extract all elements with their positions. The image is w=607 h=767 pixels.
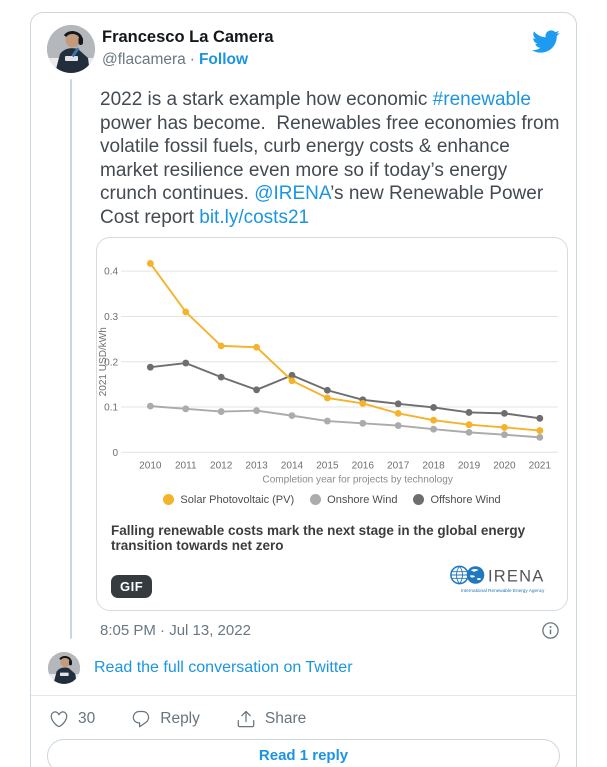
- tweet-text-segment: 2022 is a stark example how economic: [100, 89, 433, 110]
- svg-text:2017: 2017: [387, 460, 410, 471]
- tweet-text-segment: power has become. Renewables free econom…: [100, 89, 565, 205]
- svg-text:2015: 2015: [316, 460, 339, 471]
- reply-label: Reply: [160, 709, 200, 727]
- svg-text:2011: 2011: [175, 460, 197, 471]
- legend-label: Offshore Wind: [430, 493, 501, 506]
- svg-text:2016: 2016: [352, 460, 375, 471]
- divider: [31, 694, 576, 696]
- svg-text:0.3: 0.3: [104, 312, 118, 323]
- legend-dot: [413, 494, 425, 506]
- like-button[interactable]: 30: [49, 709, 95, 729]
- svg-text:2020: 2020: [493, 460, 516, 471]
- mention-irena-link[interactable]: @IRENA: [254, 183, 331, 204]
- user-handle[interactable]: @flacamera: [102, 51, 186, 68]
- legend-label: Solar Photovoltaic (PV): [180, 493, 295, 506]
- thread-connector-line: [70, 79, 72, 639]
- gif-badge[interactable]: GIF: [111, 574, 153, 598]
- avatar-image: [47, 25, 95, 73]
- avatar[interactable]: [47, 25, 95, 73]
- hashtag-renewable-link[interactable]: #renewable: [432, 89, 531, 110]
- legend-item: Offshore Wind: [413, 493, 501, 506]
- legend-dot: [163, 494, 175, 506]
- legend-label: Onshore Wind: [327, 493, 398, 506]
- tweet-content: 2022 is a stark example how economic #re…: [96, 88, 568, 640]
- media-footer: GIF IRENA International R: [97, 562, 567, 598]
- handle-row: @flacamera · Follow: [102, 49, 274, 70]
- display-name[interactable]: Francesco La Camera: [102, 28, 274, 46]
- svg-text:Completion year for projects b: Completion year for projects by technolo…: [262, 474, 452, 485]
- read-reply-button[interactable]: Read 1 reply: [47, 738, 560, 767]
- irena-globe-icon: [450, 565, 485, 584]
- avatar-image: [48, 651, 80, 684]
- svg-text:2010: 2010: [139, 460, 162, 471]
- conversation-row: Read the full conversation on Twitter: [47, 651, 560, 684]
- tweet-card: Francesco La Camera @flacamera · Follow 20…: [30, 12, 577, 767]
- legend-item: Onshore Wind: [310, 494, 397, 506]
- reply-button[interactable]: Reply: [131, 709, 200, 729]
- svg-text:0.1: 0.1: [104, 403, 118, 414]
- svg-text:2014: 2014: [281, 460, 304, 471]
- share-icon: [237, 710, 255, 727]
- svg-text:0.2: 0.2: [104, 357, 118, 368]
- follow-button[interactable]: Follow: [198, 51, 249, 68]
- reply-icon: [132, 710, 150, 727]
- meta-row: 8:05 PM · Jul 13, 2022: [100, 621, 560, 640]
- cost-chart: 0 0.1 0.2 0.3 0.4 2010 2011 2012 2013 2014 2015 201…: [98, 260, 558, 485]
- tweet-header: Francesco La Camera @flacamera · Follow: [47, 25, 560, 73]
- legend-dot: [310, 494, 322, 506]
- irena-logo: IRENA International Renewable Energy Age…: [447, 562, 555, 598]
- avatar-small[interactable]: [48, 651, 80, 684]
- media-card[interactable]: 0 0.1 0.2 0.3 0.4 2010 2011 2012 2013 2014 2015 201…: [96, 237, 568, 611]
- svg-text:2019: 2019: [458, 460, 481, 471]
- svg-text:2012: 2012: [210, 460, 233, 471]
- svg-text:2021: 2021: [529, 460, 552, 471]
- chart-legend: Solar Photovoltaic (PV) Onshore Wind Offsh…: [97, 494, 567, 506]
- legend-item: Solar Photovoltaic (PV): [163, 494, 294, 506]
- info-icon[interactable]: [541, 621, 560, 640]
- like-count: 30: [78, 709, 96, 727]
- heart-icon: [50, 710, 68, 727]
- svg-text:0.4: 0.4: [104, 267, 118, 278]
- share-label: Share: [264, 709, 307, 727]
- chart-caption: Falling renewable costs mark the next st…: [111, 522, 526, 553]
- conversation-link[interactable]: Read the full conversation on Twitter: [94, 658, 353, 676]
- timestamp[interactable]: 8:05 PM · Jul 13, 2022: [100, 621, 251, 639]
- svg-text:2018: 2018: [422, 460, 445, 471]
- svg-text:2021 USD/kWh: 2021 USD/kWh: [98, 327, 109, 396]
- action-row: 30 Reply Share: [47, 709, 560, 729]
- separator-dot: ·: [189, 51, 195, 68]
- share-button[interactable]: Share: [236, 709, 306, 729]
- report-url-link[interactable]: bit.ly/costs21: [199, 206, 310, 228]
- tweet-text-segment: ’s new Renewable Power Cost report: [100, 183, 549, 228]
- irena-logo-subtext: International Renewable Energy Agency: [461, 588, 545, 593]
- tweet-text: 2022 is a stark example how economic #re…: [100, 88, 562, 229]
- identity-block: Francesco La Camera @flacamera · Follow: [102, 25, 274, 70]
- irena-logo-text: IRENA: [488, 567, 544, 585]
- svg-text:2013: 2013: [245, 460, 268, 471]
- twitter-logo-icon[interactable]: [531, 27, 560, 56]
- svg-text:0: 0: [113, 448, 119, 459]
